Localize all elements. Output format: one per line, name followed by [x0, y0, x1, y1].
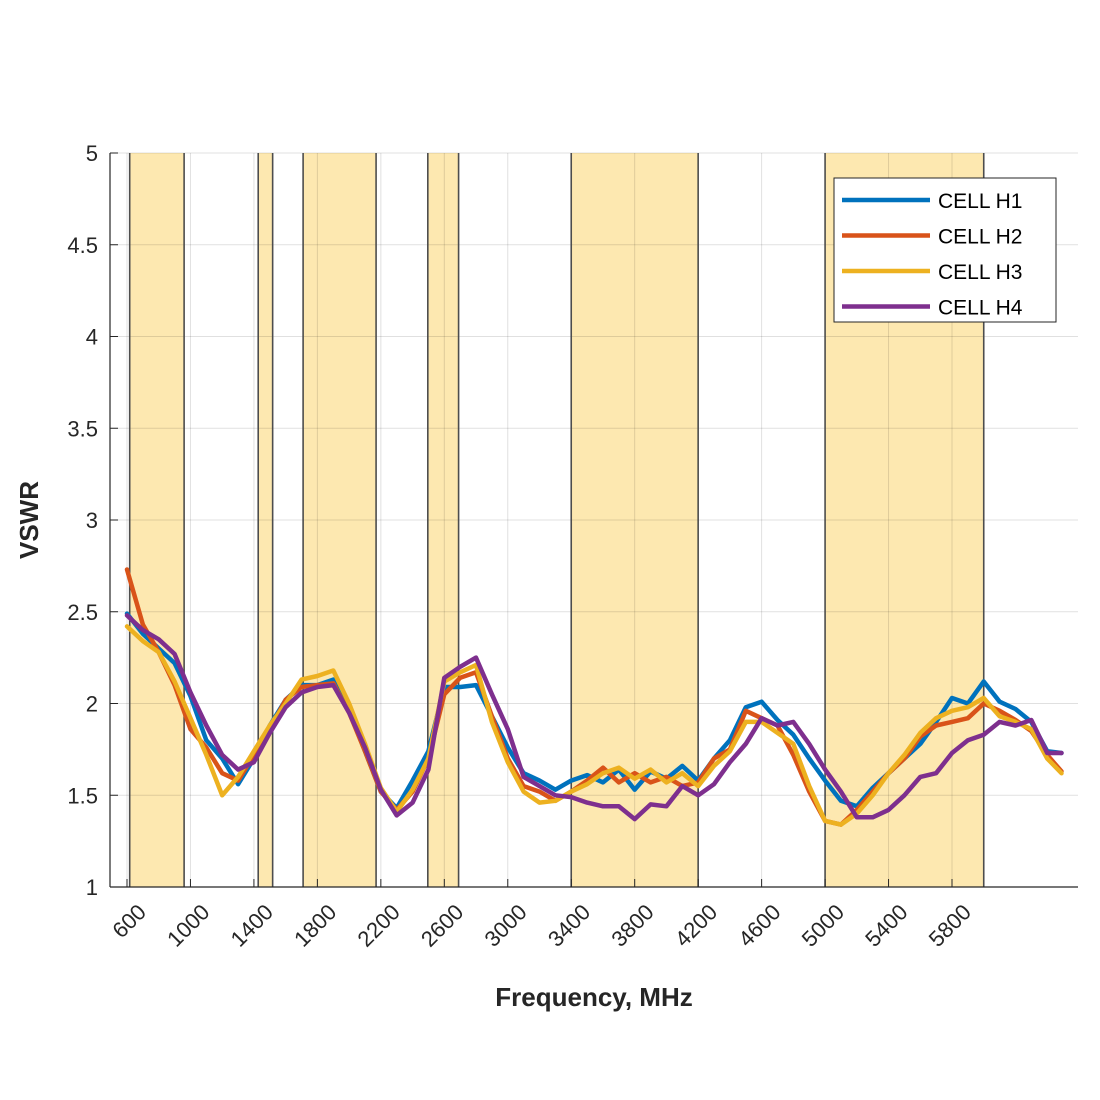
band-region	[303, 153, 377, 887]
x-tick-label: 5000	[797, 899, 849, 951]
x-tick-label: 4600	[733, 899, 785, 951]
x-tick-label: 3800	[606, 899, 658, 951]
series-line-3	[124, 624, 1064, 827]
y-tick-label: 5	[86, 141, 98, 166]
x-tick-label: 3000	[479, 899, 531, 951]
legend-label: CELL H1	[938, 190, 1022, 213]
x-tick-label: 5400	[860, 899, 912, 951]
x-tick-label: 2200	[353, 899, 405, 951]
data-series	[124, 567, 1064, 827]
series-line-4	[124, 613, 1064, 822]
y-tick-label: 1.5	[67, 783, 98, 808]
y-tick-label: 1	[86, 875, 98, 900]
x-tick-label: 2600	[416, 899, 468, 951]
band-region	[571, 153, 699, 887]
y-tick-label: 4.5	[67, 233, 98, 258]
y-tick-label: 4	[86, 325, 98, 350]
legend-label: CELL H3	[938, 261, 1022, 284]
axes	[109, 152, 1078, 888]
y-tick-label: 2	[86, 692, 98, 717]
y-tick-labels: 1 1.5 2 2.5 3 3.5 4 4.5 5	[67, 141, 98, 900]
x-tick-label: 1400	[226, 899, 278, 951]
legend-label: CELL H4	[938, 297, 1023, 320]
x-tick-label: 3400	[543, 899, 595, 951]
x-axis-title: Frequency, MHz	[495, 982, 692, 1012]
x-tick-label: 5800	[924, 899, 976, 951]
frequency-bands	[129, 153, 984, 887]
y-axis-title: VSWR	[14, 481, 44, 559]
x-tick-label: 1800	[289, 899, 341, 951]
band-region	[129, 153, 185, 887]
band-region	[427, 153, 459, 887]
y-tick-label: 3	[86, 508, 98, 533]
y-tick-label: 3.5	[67, 416, 98, 441]
x-tick-labels: 600 1000 1400 1800 2200 2600 3000 3400 3800 4200 4…	[107, 899, 976, 951]
legend: CELL H1 CELL H2 CELL H3 CELL H4	[833, 177, 1057, 323]
x-tick-label: 1000	[162, 899, 214, 951]
x-tick-label: 600	[107, 899, 151, 943]
legend-label: CELL H2	[938, 226, 1022, 249]
y-tick-label: 2.5	[67, 600, 98, 625]
x-tick-label: 4200	[670, 899, 722, 951]
band-region	[258, 153, 273, 887]
